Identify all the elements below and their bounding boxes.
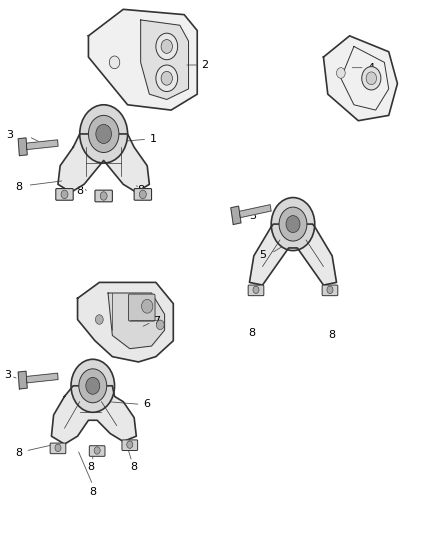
Circle shape: [80, 105, 127, 163]
Polygon shape: [18, 138, 27, 156]
Circle shape: [71, 359, 115, 413]
Polygon shape: [231, 206, 241, 224]
Text: 5: 5: [259, 250, 266, 260]
Circle shape: [55, 444, 61, 451]
FancyBboxPatch shape: [322, 285, 338, 296]
Circle shape: [366, 72, 377, 85]
Circle shape: [141, 300, 153, 313]
Circle shape: [161, 71, 173, 85]
Text: 8: 8: [248, 328, 255, 338]
Circle shape: [279, 207, 307, 241]
Polygon shape: [88, 10, 197, 110]
FancyBboxPatch shape: [56, 189, 73, 200]
FancyBboxPatch shape: [248, 285, 264, 296]
Text: 2: 2: [201, 60, 209, 70]
Text: 8: 8: [328, 330, 336, 341]
Circle shape: [271, 198, 315, 251]
Circle shape: [327, 286, 333, 294]
Polygon shape: [239, 205, 271, 217]
Polygon shape: [18, 371, 27, 389]
Circle shape: [336, 68, 345, 78]
Circle shape: [253, 286, 259, 294]
Text: 8: 8: [89, 487, 96, 497]
Text: 8: 8: [15, 182, 22, 192]
Text: 8: 8: [76, 186, 83, 196]
Circle shape: [161, 39, 173, 53]
Polygon shape: [78, 282, 173, 362]
Text: 6: 6: [143, 399, 150, 409]
Polygon shape: [26, 373, 58, 383]
Circle shape: [61, 190, 68, 199]
Circle shape: [139, 190, 146, 199]
Text: 4: 4: [367, 63, 374, 72]
Text: 8: 8: [137, 184, 144, 195]
Text: 3: 3: [4, 370, 11, 380]
Polygon shape: [58, 134, 149, 192]
Circle shape: [110, 56, 120, 69]
Circle shape: [88, 115, 119, 152]
FancyBboxPatch shape: [95, 190, 113, 202]
Polygon shape: [108, 293, 165, 349]
Text: 3: 3: [250, 211, 257, 221]
Circle shape: [286, 216, 300, 232]
Text: 3: 3: [6, 130, 13, 140]
Circle shape: [156, 320, 164, 329]
FancyBboxPatch shape: [134, 189, 152, 200]
Polygon shape: [26, 140, 58, 150]
Polygon shape: [323, 36, 397, 120]
FancyBboxPatch shape: [50, 443, 66, 454]
Circle shape: [79, 369, 107, 403]
Text: 7: 7: [153, 316, 160, 326]
Circle shape: [95, 315, 103, 324]
Polygon shape: [141, 20, 188, 100]
Circle shape: [86, 377, 100, 394]
Text: 1: 1: [149, 134, 156, 144]
Circle shape: [156, 65, 178, 92]
Text: 8: 8: [131, 462, 138, 472]
FancyBboxPatch shape: [122, 440, 138, 450]
Circle shape: [96, 124, 112, 143]
Polygon shape: [51, 386, 136, 444]
FancyBboxPatch shape: [89, 446, 105, 456]
Circle shape: [127, 441, 133, 448]
Circle shape: [156, 33, 178, 60]
Circle shape: [100, 192, 107, 200]
Text: 8: 8: [87, 462, 94, 472]
Polygon shape: [250, 224, 336, 285]
FancyBboxPatch shape: [128, 294, 155, 321]
Text: 8: 8: [15, 448, 22, 458]
Circle shape: [94, 447, 100, 454]
Circle shape: [362, 67, 381, 90]
